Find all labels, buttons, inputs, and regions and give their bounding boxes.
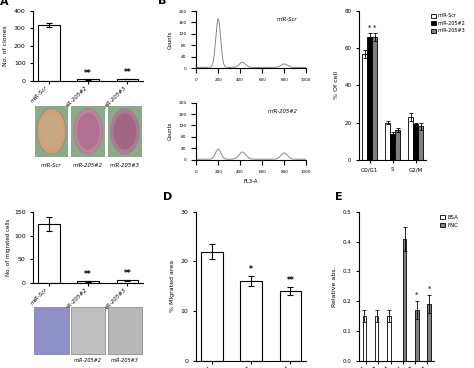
Text: *: * — [368, 25, 372, 31]
Bar — [72, 106, 105, 157]
Bar — [362, 54, 367, 160]
Text: miR-Scr: miR-Scr — [277, 17, 298, 22]
Bar — [428, 304, 431, 361]
Text: *: * — [249, 265, 253, 274]
Bar — [418, 126, 423, 160]
Text: *: * — [373, 25, 376, 31]
Bar — [117, 280, 138, 283]
Bar — [390, 134, 395, 160]
Y-axis label: % Migrated area: % Migrated area — [170, 260, 175, 312]
Bar — [71, 307, 106, 354]
Text: *: * — [415, 291, 419, 298]
Text: *: * — [428, 286, 431, 291]
Text: miR-205#3: miR-205#3 — [111, 358, 139, 364]
Legend: miR-Scr, miR-205#2, miR-205#3: miR-Scr, miR-205#2, miR-205#3 — [431, 14, 465, 33]
Bar — [385, 123, 390, 160]
Bar — [367, 37, 372, 160]
Bar — [387, 316, 391, 361]
Text: B: B — [158, 0, 166, 6]
Bar — [201, 252, 223, 361]
Ellipse shape — [110, 109, 139, 154]
Y-axis label: Relative abs.: Relative abs. — [332, 266, 337, 307]
Y-axis label: Counts: Counts — [168, 31, 173, 49]
Text: miR-205#2: miR-205#2 — [73, 163, 103, 168]
Text: A: A — [0, 0, 9, 7]
Bar — [413, 124, 418, 160]
Legend: BSA, FNC: BSA, FNC — [440, 215, 458, 228]
Y-axis label: No. of clones: No. of clones — [3, 25, 8, 66]
Bar — [108, 307, 142, 354]
Ellipse shape — [40, 113, 63, 149]
Ellipse shape — [77, 113, 100, 149]
Text: **: ** — [287, 276, 294, 285]
Text: **: ** — [124, 269, 131, 278]
Y-axis label: Counts: Counts — [168, 122, 173, 140]
Ellipse shape — [37, 109, 66, 154]
Bar — [38, 25, 60, 81]
Bar — [77, 282, 99, 283]
Bar — [280, 291, 301, 361]
Bar — [415, 310, 419, 361]
Text: D: D — [163, 192, 173, 202]
Ellipse shape — [114, 113, 137, 149]
Y-axis label: % Of cell: % Of cell — [334, 71, 339, 99]
Ellipse shape — [74, 109, 102, 154]
Text: miR-205#2: miR-205#2 — [74, 358, 102, 364]
Bar — [34, 307, 69, 354]
Bar — [375, 316, 378, 361]
Text: E: E — [335, 192, 343, 202]
Bar — [35, 106, 68, 157]
Text: miR-205#3: miR-205#3 — [110, 163, 140, 168]
Text: miR-Scr: miR-Scr — [41, 163, 62, 168]
Bar — [403, 239, 406, 361]
Bar — [363, 316, 366, 361]
Text: miR-Scr: miR-Scr — [42, 358, 61, 364]
Text: **: ** — [124, 68, 131, 77]
Y-axis label: No. of migrated cells: No. of migrated cells — [6, 219, 11, 276]
Bar — [38, 224, 60, 283]
Bar — [372, 37, 377, 160]
Text: **: ** — [84, 270, 92, 279]
Text: **: ** — [84, 68, 92, 78]
X-axis label: FL3-A: FL3-A — [244, 179, 258, 184]
Bar — [240, 281, 262, 361]
Bar — [395, 130, 400, 160]
Bar — [108, 106, 142, 157]
Bar — [408, 117, 413, 160]
Bar — [77, 79, 99, 81]
Text: miR-205#2: miR-205#2 — [267, 109, 298, 114]
Bar — [117, 79, 138, 81]
